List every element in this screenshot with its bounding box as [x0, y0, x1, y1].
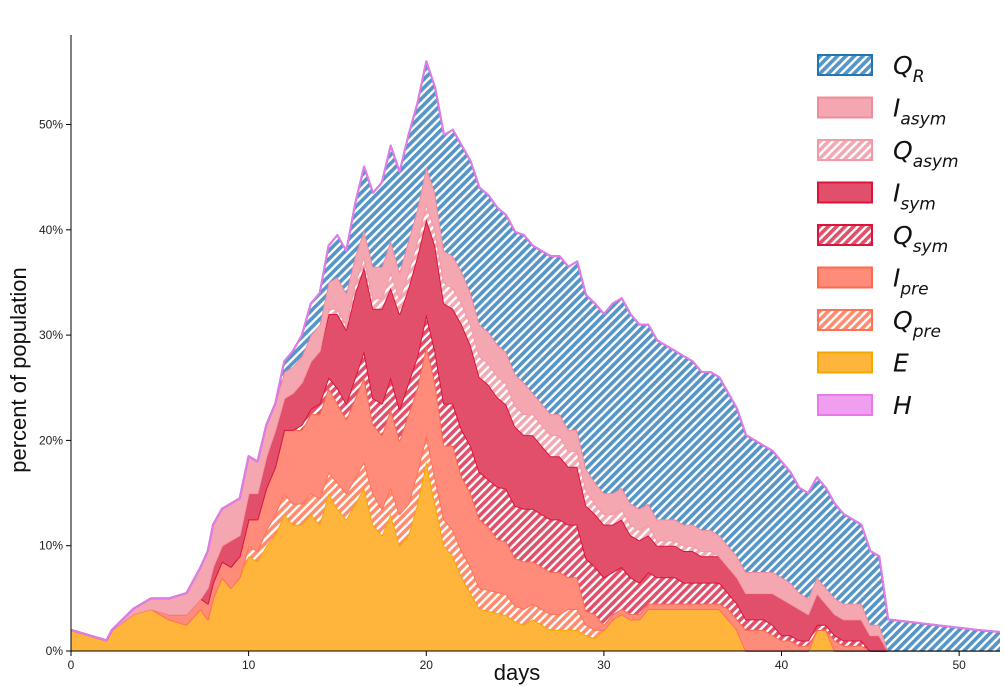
area-q-asym	[71, 203, 1000, 651]
y-tick-label: 0%	[46, 644, 64, 658]
x-tick-label: 0	[68, 658, 75, 672]
legend-swatch-q-asym	[817, 139, 873, 161]
legend-swatch-h	[817, 394, 873, 416]
legend-label-h: H	[893, 391, 912, 420]
legend-label-q-asym: Qasym	[893, 136, 959, 172]
legend-swatch-i-pre	[817, 266, 873, 289]
legend-swatch-q-pre	[817, 309, 873, 331]
y-axis-label: percent of population	[6, 267, 31, 473]
area-i-asym	[71, 166, 1000, 651]
area-edge-h	[70, 60, 1001, 642]
y-tick-label: 40%	[39, 223, 63, 237]
y-tick-label: 50%	[39, 118, 63, 132]
area-layers	[70, 60, 1001, 652]
y-ticks: 0% 10% 20% 30% 40% 50%	[39, 118, 71, 658]
area-q-r	[71, 61, 1000, 652]
legend-label-i-sym: Isym	[893, 179, 936, 215]
legend-label-q-r: QR	[893, 51, 925, 87]
legend-swatch-q-sym	[817, 224, 873, 246]
axes	[70, 35, 1000, 652]
area-q-pre	[71, 435, 1000, 651]
legend: QR Iasym Qasym Isym Qsym Ipre Qpre EH	[817, 51, 959, 420]
legend-label-i-pre: Ipre	[893, 264, 929, 300]
x-tick-label: 30	[597, 658, 611, 672]
legend-label-i-asym: Iasym	[893, 94, 946, 130]
legend-swatch-q-r	[817, 54, 873, 76]
area-e	[71, 461, 1000, 651]
legend-swatch-i-asym	[817, 96, 873, 119]
x-tick-label: 10	[242, 658, 256, 672]
legend-swatch-e	[817, 351, 873, 374]
y-tick-label: 30%	[39, 328, 63, 342]
y-tick-label: 20%	[39, 433, 63, 447]
x-tick-label: 50	[952, 658, 966, 672]
legend-label-q-sym: Qsym	[893, 221, 948, 257]
legend-swatch-i-sym	[817, 181, 873, 204]
x-axis-label: days	[494, 660, 540, 685]
x-ticks: 0 10 20 30 40 50	[68, 651, 966, 672]
area-i-pre	[71, 345, 1000, 651]
y-tick-label: 10%	[39, 539, 63, 553]
legend-label-q-pre: Qpre	[893, 306, 941, 342]
legend-label-e: E	[893, 349, 909, 378]
x-tick-label: 40	[775, 658, 789, 672]
x-tick-label: 20	[420, 658, 434, 672]
